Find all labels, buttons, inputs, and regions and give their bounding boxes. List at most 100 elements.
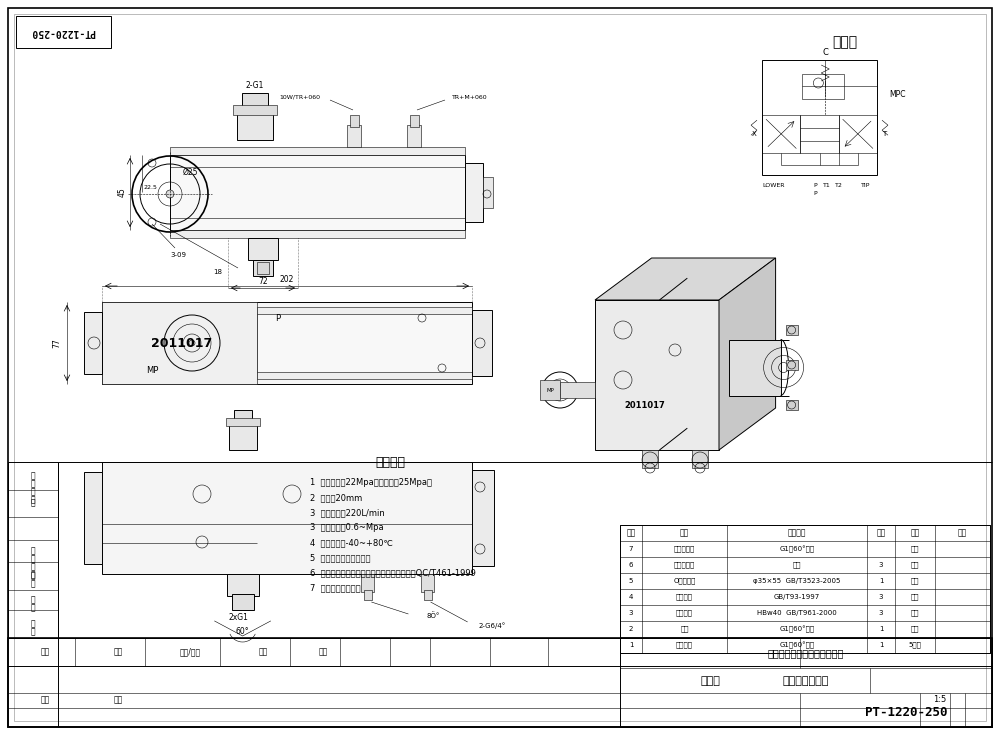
Bar xyxy=(234,410,252,424)
Text: 7: 7 xyxy=(629,546,633,552)
Text: 名称: 名称 xyxy=(680,528,689,537)
Text: P: P xyxy=(814,182,817,187)
Bar xyxy=(361,574,374,592)
Bar xyxy=(170,147,465,155)
Text: 种类: 种类 xyxy=(41,648,50,656)
Bar xyxy=(692,450,708,468)
Text: X: X xyxy=(752,131,757,137)
Text: 序号: 序号 xyxy=(626,528,636,537)
Bar xyxy=(253,260,273,276)
Text: 日: 日 xyxy=(31,595,35,604)
Text: Ø25: Ø25 xyxy=(182,168,198,176)
Bar xyxy=(233,105,277,115)
Bar xyxy=(786,400,798,410)
Text: 材质: 材质 xyxy=(910,528,920,537)
Text: LOWER: LOWER xyxy=(762,182,785,187)
Text: 1: 1 xyxy=(879,626,883,632)
Bar xyxy=(560,382,595,398)
Text: 77: 77 xyxy=(52,338,62,348)
Bar xyxy=(257,307,472,379)
Text: 1: 1 xyxy=(629,642,633,648)
Text: P: P xyxy=(275,314,280,323)
Text: 代: 代 xyxy=(31,562,35,572)
Text: 主要参数: 主要参数 xyxy=(375,456,405,468)
Text: HBw40  GB/T961-2000: HBw40 GB/T961-2000 xyxy=(757,610,837,616)
Text: 3: 3 xyxy=(879,610,883,616)
Text: 海管管活: 海管管活 xyxy=(676,594,693,600)
Circle shape xyxy=(189,340,195,346)
Bar xyxy=(84,312,102,374)
Bar xyxy=(170,230,465,238)
Bar xyxy=(102,462,472,574)
Text: 72: 72 xyxy=(258,276,268,285)
Text: 6: 6 xyxy=(629,562,633,568)
Text: GB/T93-1997: GB/T93-1997 xyxy=(774,594,820,600)
Text: 权: 权 xyxy=(31,498,35,507)
Text: 期: 期 xyxy=(31,603,35,612)
Text: 45: 45 xyxy=(118,187,126,198)
Bar xyxy=(800,115,839,153)
Text: 海管: 海管 xyxy=(680,625,689,632)
Text: 技: 技 xyxy=(31,471,35,481)
Bar xyxy=(350,115,359,127)
Bar xyxy=(465,163,483,222)
Text: 3: 3 xyxy=(879,562,883,568)
Text: P: P xyxy=(814,190,817,196)
Bar xyxy=(472,470,494,566)
Text: 60°: 60° xyxy=(236,628,249,637)
Text: G1．60°内小: G1．60°内小 xyxy=(779,642,815,649)
Text: 备注: 备注 xyxy=(958,528,967,537)
Text: 号: 号 xyxy=(31,570,35,579)
Bar xyxy=(620,638,992,727)
Text: PT-1220-250: PT-1220-250 xyxy=(865,706,947,720)
Bar xyxy=(102,302,472,384)
Text: 2: 2 xyxy=(629,626,633,632)
Bar xyxy=(16,16,111,48)
Bar xyxy=(84,472,102,564)
Text: 单重: 单重 xyxy=(258,648,268,656)
Bar xyxy=(237,110,273,140)
Text: PT-1220-250: PT-1220-250 xyxy=(31,27,95,37)
Bar xyxy=(802,74,844,99)
Text: 5  工作介质：抗磨液压油: 5 工作介质：抗磨液压油 xyxy=(310,553,370,562)
Text: 8Ö°: 8Ö° xyxy=(427,612,440,620)
Text: 4  工作温度：-40~+80℃: 4 工作温度：-40~+80℃ xyxy=(310,538,393,547)
Text: 2xG1: 2xG1 xyxy=(229,614,249,623)
Bar xyxy=(102,302,257,384)
Text: 1: 1 xyxy=(879,642,883,648)
Bar xyxy=(762,60,877,175)
Bar xyxy=(424,590,432,600)
Bar xyxy=(786,360,798,370)
Text: 图形: 图形 xyxy=(113,648,123,656)
Text: 拼合: 拼合 xyxy=(911,625,919,632)
Text: 原理图: 原理图 xyxy=(832,35,858,49)
Text: 5: 5 xyxy=(629,578,633,584)
Bar xyxy=(595,300,719,450)
Bar xyxy=(226,418,260,426)
Text: 数量: 数量 xyxy=(876,528,886,537)
Text: 3-09: 3-09 xyxy=(170,252,186,258)
Text: 审核: 审核 xyxy=(113,695,123,705)
Text: 图号/标准: 图号/标准 xyxy=(180,648,201,656)
Text: 5版式: 5版式 xyxy=(909,642,921,648)
Polygon shape xyxy=(719,258,776,450)
Text: T: T xyxy=(882,131,886,137)
Text: 阀体内展: 阀体内展 xyxy=(676,642,693,648)
Text: 3  控制气压：0.6~Mpa: 3 控制气压：0.6~Mpa xyxy=(310,523,384,532)
Text: 1: 1 xyxy=(879,578,883,584)
Text: G1．60°内小: G1．60°内小 xyxy=(779,625,815,633)
Text: 10W/TR+060: 10W/TR+060 xyxy=(280,95,320,99)
Circle shape xyxy=(166,190,174,198)
Text: 规格型号: 规格型号 xyxy=(788,528,806,537)
Text: C: C xyxy=(822,48,828,57)
Text: 3: 3 xyxy=(879,594,883,600)
Text: 防尘密封圈: 防尘密封圈 xyxy=(674,545,695,552)
Text: O形密封圈: O形密封圈 xyxy=(673,578,696,584)
Text: T2: T2 xyxy=(835,182,843,187)
Bar xyxy=(483,177,493,208)
Bar xyxy=(839,115,877,153)
Bar xyxy=(407,125,421,147)
Text: TR+M+060: TR+M+060 xyxy=(452,95,488,99)
Bar xyxy=(347,125,361,147)
Text: 样: 样 xyxy=(31,554,35,564)
